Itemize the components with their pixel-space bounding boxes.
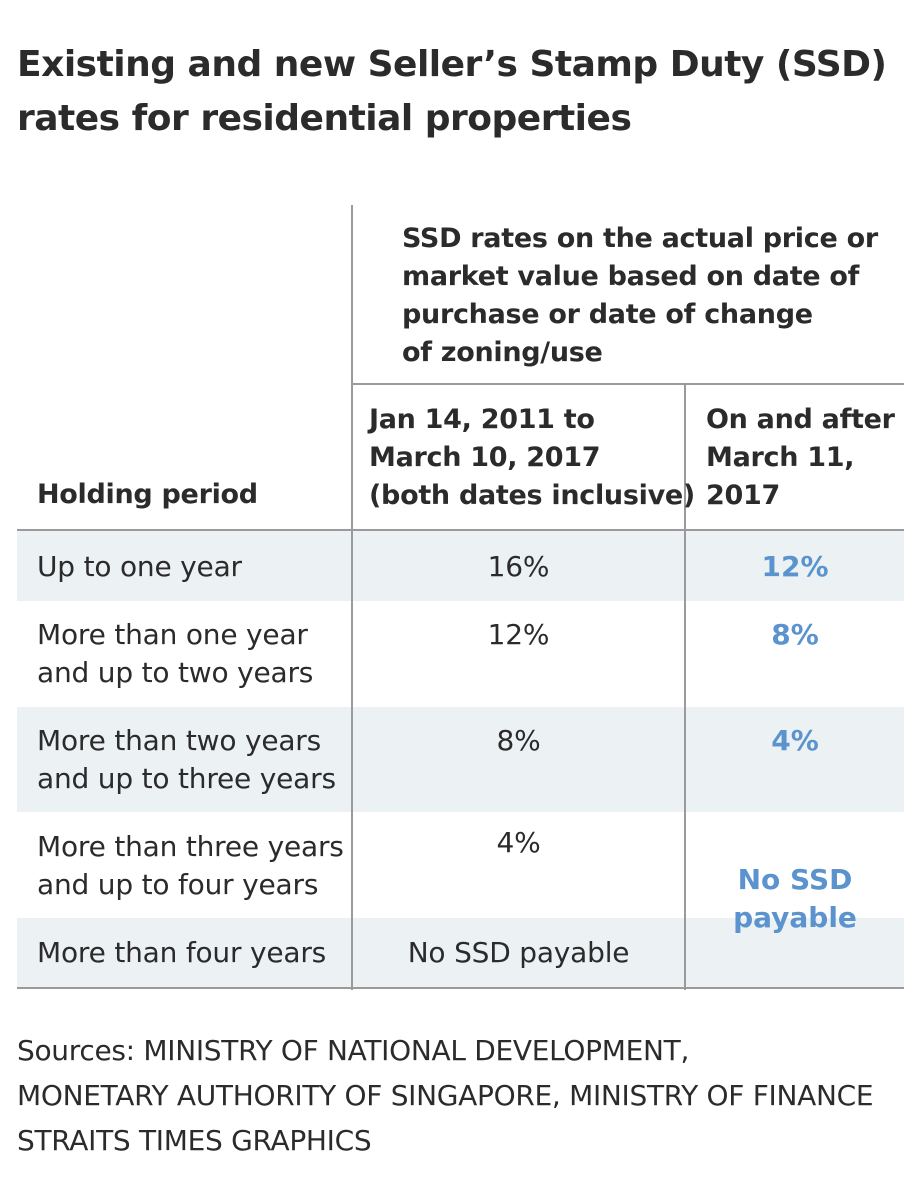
existing-header-line-2: March 10, 2017 [369, 442, 601, 473]
column-header-holding: Holding period [37, 479, 258, 510]
row-3-holding-line-2: and up to three years [37, 762, 336, 795]
sources-line-1: Sources: MINISTRY OF NATIONAL DEVELOPMEN… [17, 1034, 690, 1067]
row-2-new: 8% [771, 618, 819, 651]
group-header-line-4: of zoning/use [402, 337, 603, 368]
divider-vertical-1 [351, 205, 353, 990]
existing-header-line-1: Jan 14, 2011 to [369, 404, 595, 435]
row-3-new: 4% [771, 724, 819, 757]
new-header-line-2: March 11, [706, 442, 855, 473]
row-2-holding-line-1: More than one year [37, 618, 308, 651]
column-header-existing: Jan 14, 2011 to March 10, 2017 (both dat… [369, 401, 695, 515]
row-shade-1 [17, 531, 904, 601]
row-shade-5 [17, 918, 904, 988]
divider-vertical-2 [684, 383, 686, 990]
group-header-line-3: purchase or date of change [402, 299, 813, 330]
ssd-rates-table: SSD rates on the actual price or market … [17, 205, 904, 990]
row-5-holding-line-1: More than four years [37, 936, 327, 969]
row-1-holding: Up to one year [37, 548, 347, 586]
group-header-line-2: market value based on date of [402, 261, 860, 292]
sources-note: Sources: MINISTRY OF NATIONAL DEVELOPMEN… [17, 1028, 907, 1163]
existing-header-line-3: (both dates inclusive) [369, 480, 695, 511]
row-2-holding: More than one year and up to two years [37, 616, 347, 692]
sources-line-2: MONETARY AUTHORITY OF SINGAPORE, MINISTR… [17, 1079, 874, 1112]
merged-new-line-2: payable [733, 901, 857, 934]
row-4-existing: 4% [496, 826, 541, 859]
title-line-2: rates for residential properties [17, 98, 632, 139]
row-3-holding: More than two years and up to three year… [37, 722, 347, 798]
row-shade-3 [17, 707, 904, 812]
new-header-line-1: On and after [706, 404, 895, 435]
row-4-holding-line-1: More than three years [37, 830, 344, 863]
merged-new-line-1: No SSD [737, 863, 853, 896]
row-3-holding-line-1: More than two years [37, 724, 322, 757]
row-4-holding-line-2: and up to four years [37, 868, 319, 901]
divider-group-header [352, 383, 904, 385]
row-1-holding-line-1: Up to one year [37, 550, 242, 583]
new-header-line-3: 2017 [706, 480, 780, 511]
row-2-holding-line-2: and up to two years [37, 656, 314, 689]
group-header: SSD rates on the actual price or market … [402, 220, 902, 372]
title-line-1: Existing and new Seller’s Stamp Duty (SS… [17, 44, 887, 85]
row-1-existing: 16% [487, 550, 550, 583]
sources-line-3: STRAITS TIMES GRAPHICS [17, 1124, 372, 1157]
divider-table-bottom [17, 987, 904, 989]
group-header-line-1: SSD rates on the actual price or [402, 223, 878, 254]
row-5-holding: More than four years [37, 934, 347, 972]
column-header-new: On and after March 11, 2017 [706, 401, 901, 515]
row-2-existing: 12% [487, 618, 550, 651]
divider-header-bottom [17, 529, 904, 531]
merged-new-rate-cell: No SSD payable [686, 861, 904, 937]
row-1-new: 12% [761, 550, 829, 583]
row-4-holding: More than three years and up to four yea… [37, 828, 347, 904]
row-5-existing: No SSD payable [407, 936, 630, 969]
chart-title: Existing and new Seller’s Stamp Duty (SS… [17, 38, 897, 146]
row-3-existing: 8% [496, 724, 541, 757]
